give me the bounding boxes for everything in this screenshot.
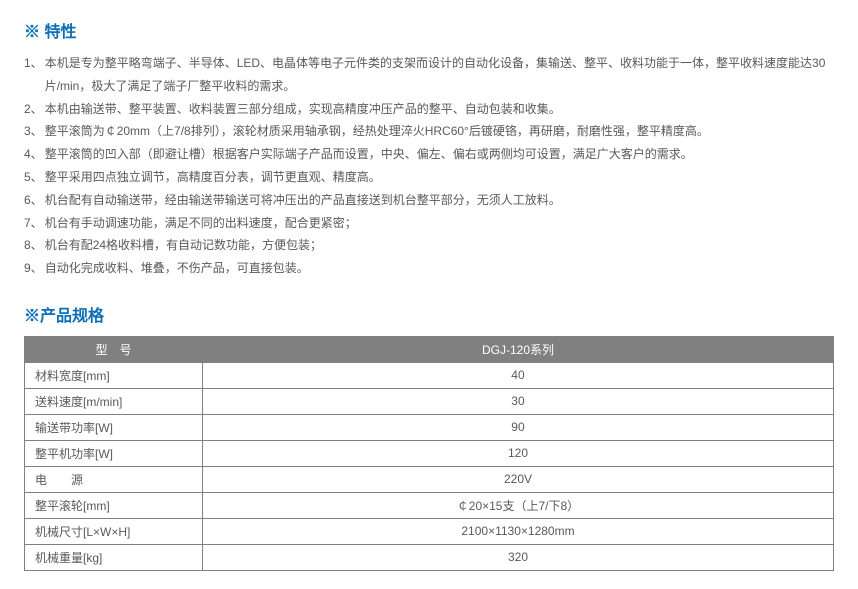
spec-row-label: 机械尺寸[L×W×H]: [25, 518, 203, 544]
spec-row-label: 机械重量[kg]: [25, 544, 203, 570]
feature-item-text: 机台有手动调速功能，满足不同的出料速度，配合更紧密；: [45, 212, 834, 235]
feature-item-number: 8、: [24, 234, 45, 257]
spec-title: ※产品规格: [24, 302, 834, 326]
feature-item-number: 4、: [24, 143, 45, 166]
spec-row: 输送带功率[W]90: [25, 414, 834, 440]
feature-item-text: 机台配有自动输送带，经由输送带输送可将冲压出的产品直接送到机台整平部分，无须人工…: [45, 189, 834, 212]
spec-row-value: 90: [202, 414, 833, 440]
feature-item-text: 自动化完成收料、堆叠，不伤产品，可直接包装。: [45, 257, 834, 280]
feature-item: 4、整平滚筒的凹入部（即避让槽）根据客户实际端子产品而设置，中央、偏左、偏右或两…: [24, 143, 834, 166]
feature-list: 1、本机是专为整平略弯端子、半导体、LED、电晶体等电子元件类的支架而设计的自动…: [24, 52, 834, 280]
spec-header-row: 型 号 DGJ-120系列: [25, 336, 834, 362]
spec-row: 电 源220V: [25, 466, 834, 492]
spec-row: 材料宽度[mm]40: [25, 362, 834, 388]
feature-item: 7、机台有手动调速功能，满足不同的出料速度，配合更紧密；: [24, 212, 834, 235]
feature-item-text: 本机由输送带、整平装置、收料装置三部分组成，实现高精度冲压产品的整平、自动包装和…: [45, 98, 834, 121]
feature-item-text: 整平滚筒为￠20mm（上7/8排列），滚轮材质采用轴承钢，经热处理淬火HRC60…: [45, 120, 834, 143]
feature-item: 8、机台有配24格收料槽，有自动记数功能，方便包装；: [24, 234, 834, 257]
feature-item-number: 5、: [24, 166, 45, 189]
spec-row-value: ￠20×15支（上7/下8）: [202, 492, 833, 518]
spec-row-label: 电 源: [25, 466, 203, 492]
feature-item-text: 机台有配24格收料槽，有自动记数功能，方便包装；: [45, 234, 834, 257]
feature-item-text: 整平采用四点独立调节，高精度百分表，调节更直观、精度高。: [45, 166, 834, 189]
spec-row: 机械重量[kg]320: [25, 544, 834, 570]
feature-item-text: 本机是专为整平略弯端子、半导体、LED、电晶体等电子元件类的支架而设计的自动化设…: [45, 52, 834, 98]
spec-row-value: 220V: [202, 466, 833, 492]
spec-row: 机械尺寸[L×W×H]2100×1130×1280mm: [25, 518, 834, 544]
feature-item-number: 3、: [24, 120, 45, 143]
feature-item: 3、整平滚筒为￠20mm（上7/8排列），滚轮材质采用轴承钢，经热处理淬火HRC…: [24, 120, 834, 143]
feature-item: 5、整平采用四点独立调节，高精度百分表，调节更直观、精度高。: [24, 166, 834, 189]
features-title: ※ 特性: [24, 18, 834, 42]
spec-row-label: 材料宽度[mm]: [25, 362, 203, 388]
spec-row: 整平滚轮[mm]￠20×15支（上7/下8）: [25, 492, 834, 518]
spec-row-value: 30: [202, 388, 833, 414]
spec-row-value: 120: [202, 440, 833, 466]
spec-row-label: 输送带功率[W]: [25, 414, 203, 440]
feature-item-number: 7、: [24, 212, 45, 235]
spec-header-label: 型 号: [25, 336, 203, 362]
spec-row-value: 2100×1130×1280mm: [202, 518, 833, 544]
feature-item: 6、机台配有自动输送带，经由输送带输送可将冲压出的产品直接送到机台整平部分，无须…: [24, 189, 834, 212]
feature-item-text: 整平滚筒的凹入部（即避让槽）根据客户实际端子产品而设置，中央、偏左、偏右或两侧均…: [45, 143, 834, 166]
feature-item: 1、本机是专为整平略弯端子、半导体、LED、电晶体等电子元件类的支架而设计的自动…: [24, 52, 834, 98]
feature-item: 2、本机由输送带、整平装置、收料装置三部分组成，实现高精度冲压产品的整平、自动包…: [24, 98, 834, 121]
feature-item-number: 9、: [24, 257, 45, 280]
spec-row: 送料速度[m/min]30: [25, 388, 834, 414]
feature-item: 9、自动化完成收料、堆叠，不伤产品，可直接包装。: [24, 257, 834, 280]
feature-item-number: 2、: [24, 98, 45, 121]
spec-table: 型 号 DGJ-120系列 材料宽度[mm]40送料速度[m/min]30输送带…: [24, 336, 834, 571]
spec-row-value: 40: [202, 362, 833, 388]
feature-item-number: 6、: [24, 189, 45, 212]
spec-row: 整平机功率[W]120: [25, 440, 834, 466]
spec-row-label: 整平滚轮[mm]: [25, 492, 203, 518]
spec-row-label: 整平机功率[W]: [25, 440, 203, 466]
spec-row-value: 320: [202, 544, 833, 570]
spec-row-label: 送料速度[m/min]: [25, 388, 203, 414]
feature-item-number: 1、: [24, 52, 45, 98]
spec-header-value: DGJ-120系列: [202, 336, 833, 362]
